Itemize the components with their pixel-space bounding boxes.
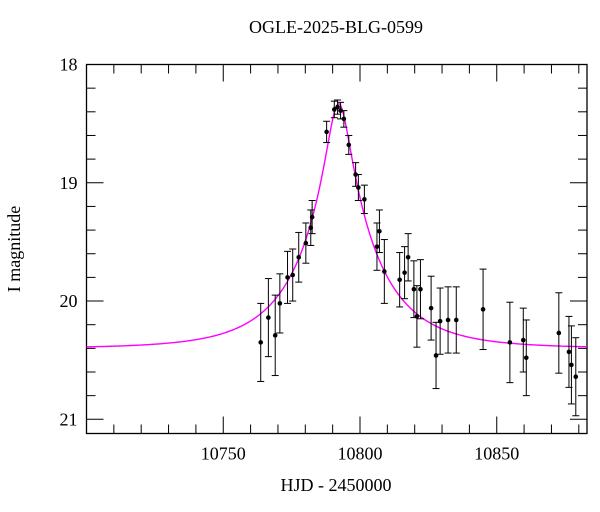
axes-box	[85, 63, 588, 435]
data-point	[480, 307, 486, 312]
y-tick-label: 21	[60, 409, 78, 429]
data-point	[520, 337, 526, 343]
data-point	[277, 301, 283, 306]
y-axis-label: I magnitude	[4, 206, 24, 292]
data-point	[272, 333, 278, 338]
data-point	[418, 286, 423, 292]
data-point	[335, 104, 340, 110]
data-point	[258, 340, 264, 345]
x-tick-label: 10750	[201, 444, 246, 464]
y-tick-label: 18	[60, 55, 78, 75]
data-point	[507, 340, 513, 345]
data-point	[290, 272, 296, 278]
data-point	[414, 314, 420, 319]
data-point	[382, 269, 387, 274]
data-point	[374, 244, 380, 249]
plot-content: 10750 10800 10850 18 19 20 21	[60, 55, 588, 464]
chart-title: OGLE-2025-BLG-0599	[249, 17, 423, 37]
model-curve	[86, 103, 588, 348]
data-point	[341, 116, 347, 122]
x-axis-label: HJD - 2450000	[281, 475, 392, 495]
data-point	[453, 317, 459, 323]
data-point	[428, 305, 434, 311]
data-point	[566, 349, 572, 355]
data-point	[377, 228, 382, 234]
data-point	[569, 362, 574, 368]
data-point	[303, 240, 309, 246]
data-point	[324, 129, 329, 135]
data-point	[402, 270, 407, 275]
data-point	[445, 317, 451, 323]
data-point	[346, 142, 352, 148]
x-tick-label: 10850	[474, 444, 519, 464]
data-point	[523, 355, 529, 361]
data-point	[266, 315, 271, 320]
data-point	[556, 330, 562, 336]
x-tick-label: 10800	[337, 444, 382, 464]
data-point	[296, 254, 302, 260]
data-point	[331, 107, 337, 112]
data-point	[411, 286, 417, 292]
data-point	[362, 197, 367, 202]
data-point	[285, 275, 290, 280]
data-point	[437, 318, 443, 324]
data-point	[573, 374, 579, 380]
data-point	[356, 185, 361, 190]
data-point	[405, 254, 411, 260]
data-point	[309, 214, 315, 220]
data-point	[397, 277, 402, 283]
y-tick-label: 20	[60, 291, 78, 311]
y-tick-label: 19	[60, 173, 78, 193]
